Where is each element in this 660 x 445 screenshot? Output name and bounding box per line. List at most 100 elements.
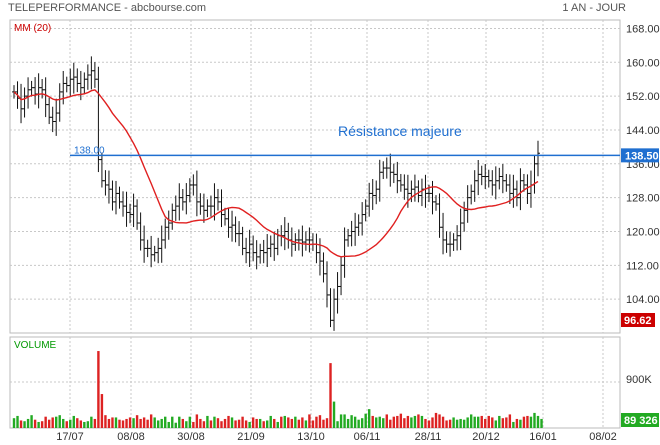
y-tick-label: 160.00 <box>626 57 660 69</box>
last-volume-label: 89 326 <box>624 415 658 427</box>
volume-bar <box>156 420 160 428</box>
volume-bar <box>199 418 202 428</box>
volume-bar <box>367 409 371 428</box>
volume-bar <box>455 419 459 428</box>
volume-bar <box>114 417 118 428</box>
volume-bar <box>255 418 258 428</box>
volume-bar <box>462 419 466 428</box>
volume-bar <box>392 416 396 428</box>
volume-bar <box>294 416 297 428</box>
volume-bar <box>234 420 237 428</box>
volume-bar <box>107 418 111 428</box>
volume-bar <box>519 419 522 428</box>
volume-bar <box>248 421 251 428</box>
volume-bar <box>382 418 385 428</box>
volume-bar <box>448 419 452 428</box>
volume-bar <box>318 415 322 428</box>
y-tick-label: 144.00 <box>626 125 660 137</box>
volume-bar <box>164 416 167 428</box>
volume-bar <box>19 420 23 428</box>
volume-bar <box>311 420 315 428</box>
volume-bar <box>185 421 188 428</box>
last-price-tag <box>621 148 659 163</box>
volume-bar <box>508 414 512 428</box>
volume-title: VOLUME <box>14 340 57 351</box>
volume-bar <box>266 420 269 428</box>
volume-bar <box>505 417 508 428</box>
volume-bar <box>522 416 526 428</box>
volume-bar <box>139 418 142 428</box>
volume-bar <box>315 416 318 428</box>
volume-bar <box>498 415 501 428</box>
low-marker-tag <box>621 313 655 327</box>
volume-bar <box>118 419 121 428</box>
volume-bar <box>438 414 441 428</box>
volume-bar <box>132 418 135 428</box>
volume-bar <box>276 421 279 428</box>
volume-bars <box>12 351 543 428</box>
volume-bar <box>427 420 431 428</box>
volume-bar <box>413 415 417 428</box>
volume-bar <box>230 417 234 428</box>
volume-bar <box>322 419 325 428</box>
volume-bar <box>360 418 364 428</box>
volume-bar <box>62 418 65 428</box>
volume-bar <box>283 415 286 428</box>
volume-bar <box>146 419 149 428</box>
volume-bar <box>399 413 403 428</box>
volume-bar <box>216 418 220 428</box>
volume-bar <box>55 416 58 428</box>
volume-bar <box>100 394 104 428</box>
volume-bar <box>308 414 311 428</box>
volume-bar <box>251 417 255 428</box>
volume-bar <box>364 413 367 428</box>
volume-bar <box>65 421 68 428</box>
volume-bar <box>206 415 209 428</box>
volume-bar <box>466 417 469 428</box>
volume-bar <box>174 422 177 428</box>
volume-bar <box>375 417 378 428</box>
volume-bar <box>104 415 107 428</box>
volume-bar <box>188 416 192 428</box>
volume-bar <box>529 416 533 428</box>
volume-bar <box>223 418 227 428</box>
volume-bar <box>336 421 339 428</box>
price-bars <box>12 56 540 331</box>
volume-bar <box>533 412 536 428</box>
resistance-level-label: 138.00 <box>74 145 105 156</box>
volume-bar <box>167 421 170 428</box>
volume-bar <box>181 418 185 428</box>
volume-bar <box>494 420 497 428</box>
volume-bar <box>536 415 540 428</box>
y-axis-ticks: 104.00112.00120.00128.00136.00144.00152.… <box>626 23 660 306</box>
volume-bar <box>90 416 93 428</box>
x-tick-label: 08/02 <box>589 431 617 443</box>
volume-bar <box>512 421 515 428</box>
volume-bar <box>16 415 19 428</box>
volume-bar <box>125 418 128 428</box>
volume-bar <box>526 415 529 428</box>
volume-bar <box>69 419 72 428</box>
volume-bar <box>480 415 483 428</box>
volume-bar <box>202 421 206 428</box>
volume-bar <box>396 415 399 428</box>
volume-bar <box>403 418 406 428</box>
volume-bar <box>473 416 476 428</box>
x-tick-label: 13/10 <box>297 431 325 443</box>
volume-bar <box>86 421 90 428</box>
volume-bar <box>237 419 241 428</box>
volume-bar <box>192 421 195 428</box>
last-price-label: 138.50 <box>625 150 659 162</box>
last-volume-tag <box>621 413 659 427</box>
x-tick-label: 06/11 <box>354 431 381 443</box>
volume-bar <box>262 421 265 428</box>
volume-bar <box>287 417 290 428</box>
x-tick-label: 21/09 <box>237 431 265 443</box>
volume-bar <box>332 401 336 428</box>
y-tick-label: 168.00 <box>626 23 660 35</box>
volume-bar <box>515 418 519 428</box>
volume-bar <box>58 415 61 428</box>
volume-bar <box>220 421 223 428</box>
volume-bar <box>501 418 505 428</box>
volume-bar <box>178 416 181 428</box>
